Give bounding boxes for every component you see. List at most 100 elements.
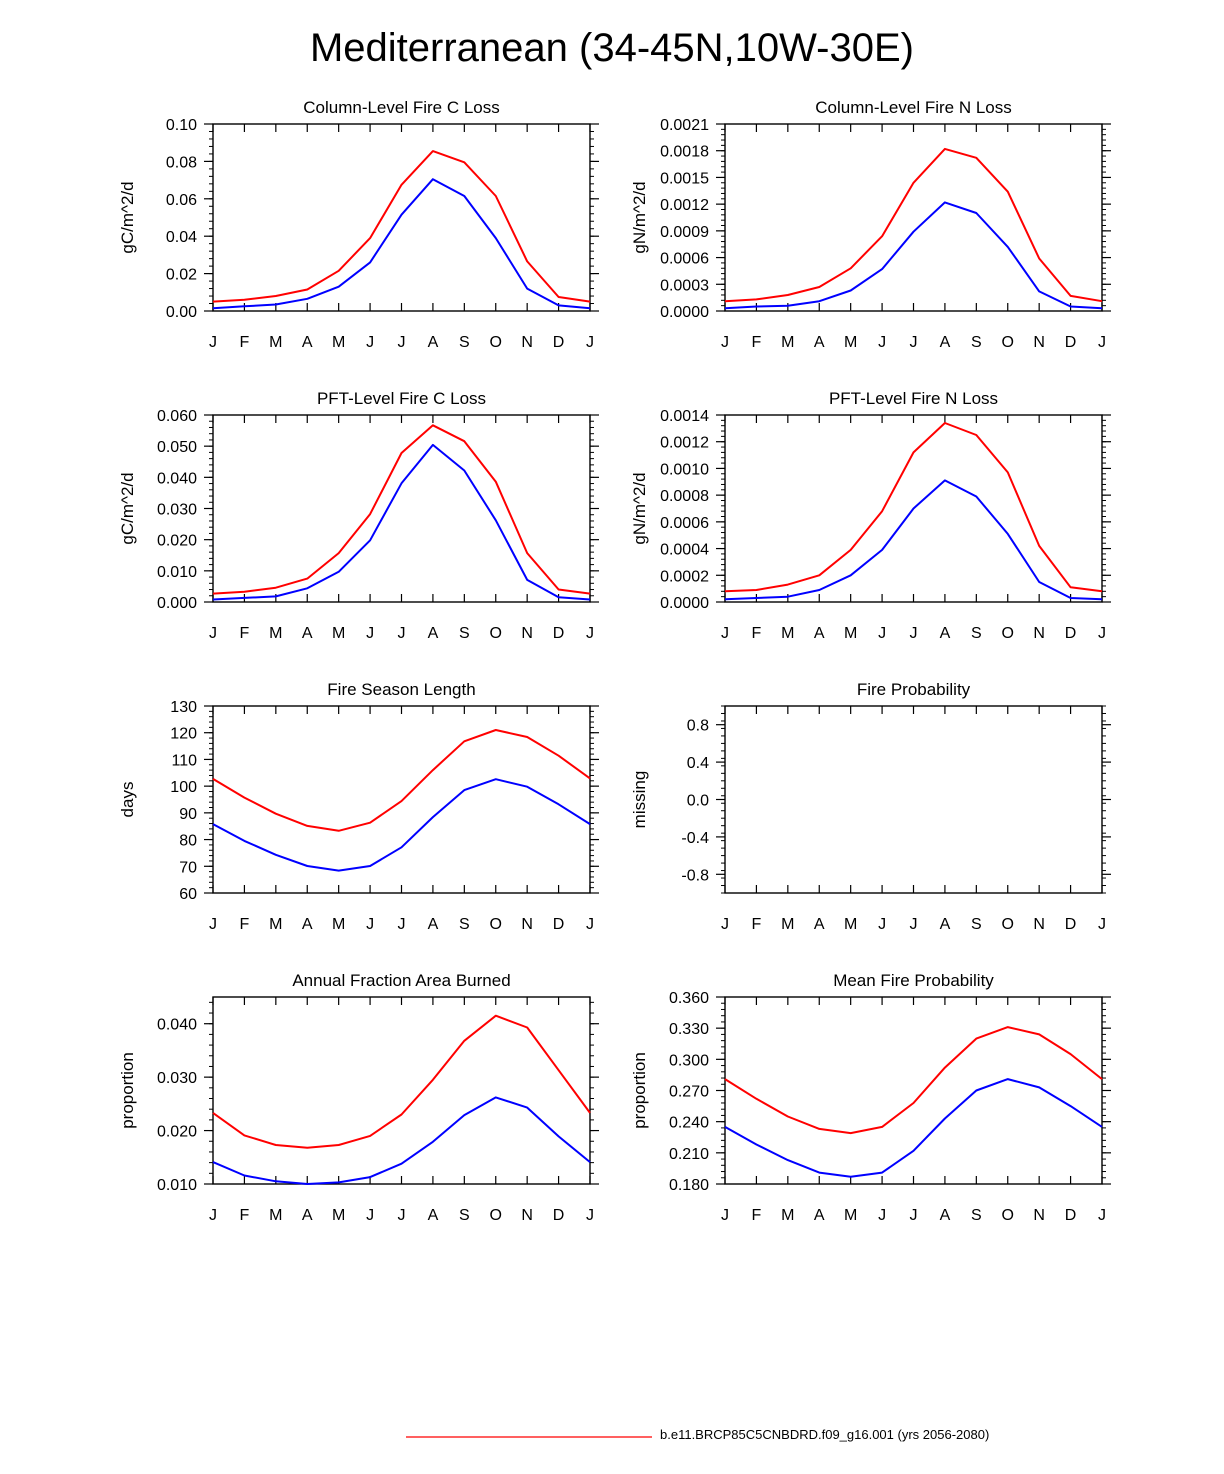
panel-6-xtick-label: F bbox=[752, 916, 762, 933]
panel-4-ytick-label: 0.0006 bbox=[660, 515, 709, 532]
panel-1-xtick-label: D bbox=[553, 334, 565, 351]
panel-2-ylabel: gN/m^2/d bbox=[630, 181, 649, 253]
panel-5-series-red bbox=[212, 729, 591, 832]
panel-5-ytick-label: 130 bbox=[170, 699, 197, 716]
panel-1-series-red bbox=[212, 150, 591, 303]
panel-8-xtick-label: M bbox=[844, 1207, 857, 1224]
panel-4-title: PFT-Level Fire N Loss bbox=[829, 389, 998, 408]
panel-7-xtick-label: A bbox=[428, 1207, 439, 1224]
panel-3-ytick-label: 0.050 bbox=[157, 439, 197, 456]
panel-4-xtick-label: J bbox=[1098, 625, 1106, 642]
panel-3-ytick-label: 0.030 bbox=[157, 502, 197, 519]
panel-7-xtick-label: M bbox=[269, 1207, 282, 1224]
panel-7-xtick-label: J bbox=[586, 1207, 594, 1224]
panel-8-xtick-label: N bbox=[1033, 1207, 1045, 1224]
panel-3-xtick-label: N bbox=[521, 625, 533, 642]
panel-4-ytick-label: 0.0012 bbox=[660, 435, 709, 452]
panel-7-xtick-label: O bbox=[490, 1207, 502, 1224]
panel-8-xtick-label: F bbox=[752, 1207, 762, 1224]
panel-5-xtick-label: O bbox=[490, 916, 502, 933]
panel-4-xtick-label: A bbox=[814, 625, 825, 642]
panel-3-ytick-label: 0.000 bbox=[157, 595, 197, 612]
panel-2-xtick-label: J bbox=[878, 334, 886, 351]
panel-4-series-blue bbox=[724, 479, 1103, 601]
panel-3-ytick-label: 0.060 bbox=[157, 408, 197, 425]
panel-5-ytick-label: 100 bbox=[170, 779, 197, 796]
panel-2-ytick-label: 0.0018 bbox=[660, 144, 709, 161]
panel-5-xtick-label: M bbox=[332, 916, 345, 933]
panel-3-xtick-label: D bbox=[553, 625, 565, 642]
panel-1-xtick-label: J bbox=[366, 334, 374, 351]
panel-7-xtick-label: S bbox=[459, 1207, 470, 1224]
panel-4-xtick-label: J bbox=[721, 625, 729, 642]
panel-8-xtick-label: J bbox=[721, 1207, 729, 1224]
panel-2-xtick-label: A bbox=[814, 334, 825, 351]
panel-1-frame bbox=[212, 123, 591, 312]
panel-5-xtick-label: J bbox=[366, 916, 374, 933]
panel-8-xtick-label: D bbox=[1065, 1207, 1077, 1224]
panel-2-xtick-label: M bbox=[781, 334, 794, 351]
panel-1-xtick-label: J bbox=[209, 334, 217, 351]
panel-3-ytick-label: 0.010 bbox=[157, 564, 197, 581]
panel-1-ytick-label: 0.08 bbox=[166, 154, 197, 171]
panel-7-xtick-label: J bbox=[398, 1207, 406, 1224]
panel-2-ytick-label: 0.0003 bbox=[660, 277, 709, 294]
panel-8-ytick-label: 0.300 bbox=[669, 1052, 709, 1069]
panel-6-ytick-label: 0.4 bbox=[687, 755, 709, 772]
panel-3-ytick-label: 0.020 bbox=[157, 533, 197, 550]
panel-7-xtick-label: J bbox=[209, 1207, 217, 1224]
panel-4-xtick-label: S bbox=[971, 625, 982, 642]
panel-7-xtick-label: J bbox=[366, 1207, 374, 1224]
panel-6-xtick-label: A bbox=[814, 916, 825, 933]
panel-2-xtick-label: O bbox=[1002, 334, 1014, 351]
panel-5-frame bbox=[212, 705, 591, 894]
panel-1-xtick-label: N bbox=[521, 334, 533, 351]
panel-7-ytick-label: 0.040 bbox=[157, 1017, 197, 1034]
panel-3-series-red bbox=[212, 424, 591, 595]
panel-7-series-blue bbox=[212, 1096, 591, 1185]
panel-8-title: Mean Fire Probability bbox=[833, 971, 994, 990]
panel-6-xtick-label: J bbox=[721, 916, 729, 933]
panel-4-xtick-label: M bbox=[781, 625, 794, 642]
panel-1-xtick-label: A bbox=[428, 334, 439, 351]
panel-4-ytick-label: 0.0000 bbox=[660, 595, 709, 612]
panel-4-xtick-label: J bbox=[878, 625, 886, 642]
panel-2-xtick-label: F bbox=[752, 334, 762, 351]
panel-8-ytick-label: 0.330 bbox=[669, 1021, 709, 1038]
panel-3-series-blue bbox=[212, 443, 591, 601]
panel-5-xtick-label: D bbox=[553, 916, 565, 933]
panel-5-xtick-label: S bbox=[459, 916, 470, 933]
panel-4-ytick-label: 0.0010 bbox=[660, 461, 709, 478]
panel-1-xtick-label: S bbox=[459, 334, 470, 351]
panel-6-ytick-label: 0.0 bbox=[687, 793, 709, 810]
panel-3-xtick-label: A bbox=[302, 625, 313, 642]
panel-5-xtick-label: A bbox=[428, 916, 439, 933]
panel-8-xtick-label: J bbox=[910, 1207, 918, 1224]
panel-4-ytick-label: 0.0008 bbox=[660, 488, 709, 505]
panel-2-series-red bbox=[724, 147, 1103, 303]
panel-7-title: Annual Fraction Area Burned bbox=[292, 971, 510, 990]
panel-2-ytick-label: 0.0021 bbox=[660, 117, 709, 134]
panel-6-ylabel: missing bbox=[630, 771, 649, 829]
panel-1-xtick-label: J bbox=[398, 334, 406, 351]
panel-2-xtick-label: J bbox=[1098, 334, 1106, 351]
panel-3-xtick-label: M bbox=[332, 625, 345, 642]
panel-6-xtick-label: N bbox=[1033, 916, 1045, 933]
panel-1-ytick-label: 0.00 bbox=[166, 304, 197, 321]
panel-8-series-red bbox=[724, 1026, 1103, 1135]
panel-4-xtick-label: O bbox=[1002, 625, 1014, 642]
panel-8-ytick-label: 0.180 bbox=[669, 1177, 709, 1194]
panel-1-xtick-label: F bbox=[240, 334, 250, 351]
panel-2-frame bbox=[724, 123, 1103, 312]
panel-8-xtick-label: J bbox=[1098, 1207, 1106, 1224]
panel-5-xtick-label: A bbox=[302, 916, 313, 933]
panel-4-xtick-label: M bbox=[844, 625, 857, 642]
panel-3-xtick-label: J bbox=[366, 625, 374, 642]
panel-3-xtick-label: O bbox=[490, 625, 502, 642]
panel-7-xtick-label: D bbox=[553, 1207, 565, 1224]
panel-3-frame bbox=[212, 414, 591, 603]
panel-1-ylabel: gC/m^2/d bbox=[118, 181, 137, 253]
panel-1-xtick-label: A bbox=[302, 334, 313, 351]
panel-5-ytick-label: 110 bbox=[171, 752, 197, 769]
panel-4-ylabel: gN/m^2/d bbox=[630, 472, 649, 544]
